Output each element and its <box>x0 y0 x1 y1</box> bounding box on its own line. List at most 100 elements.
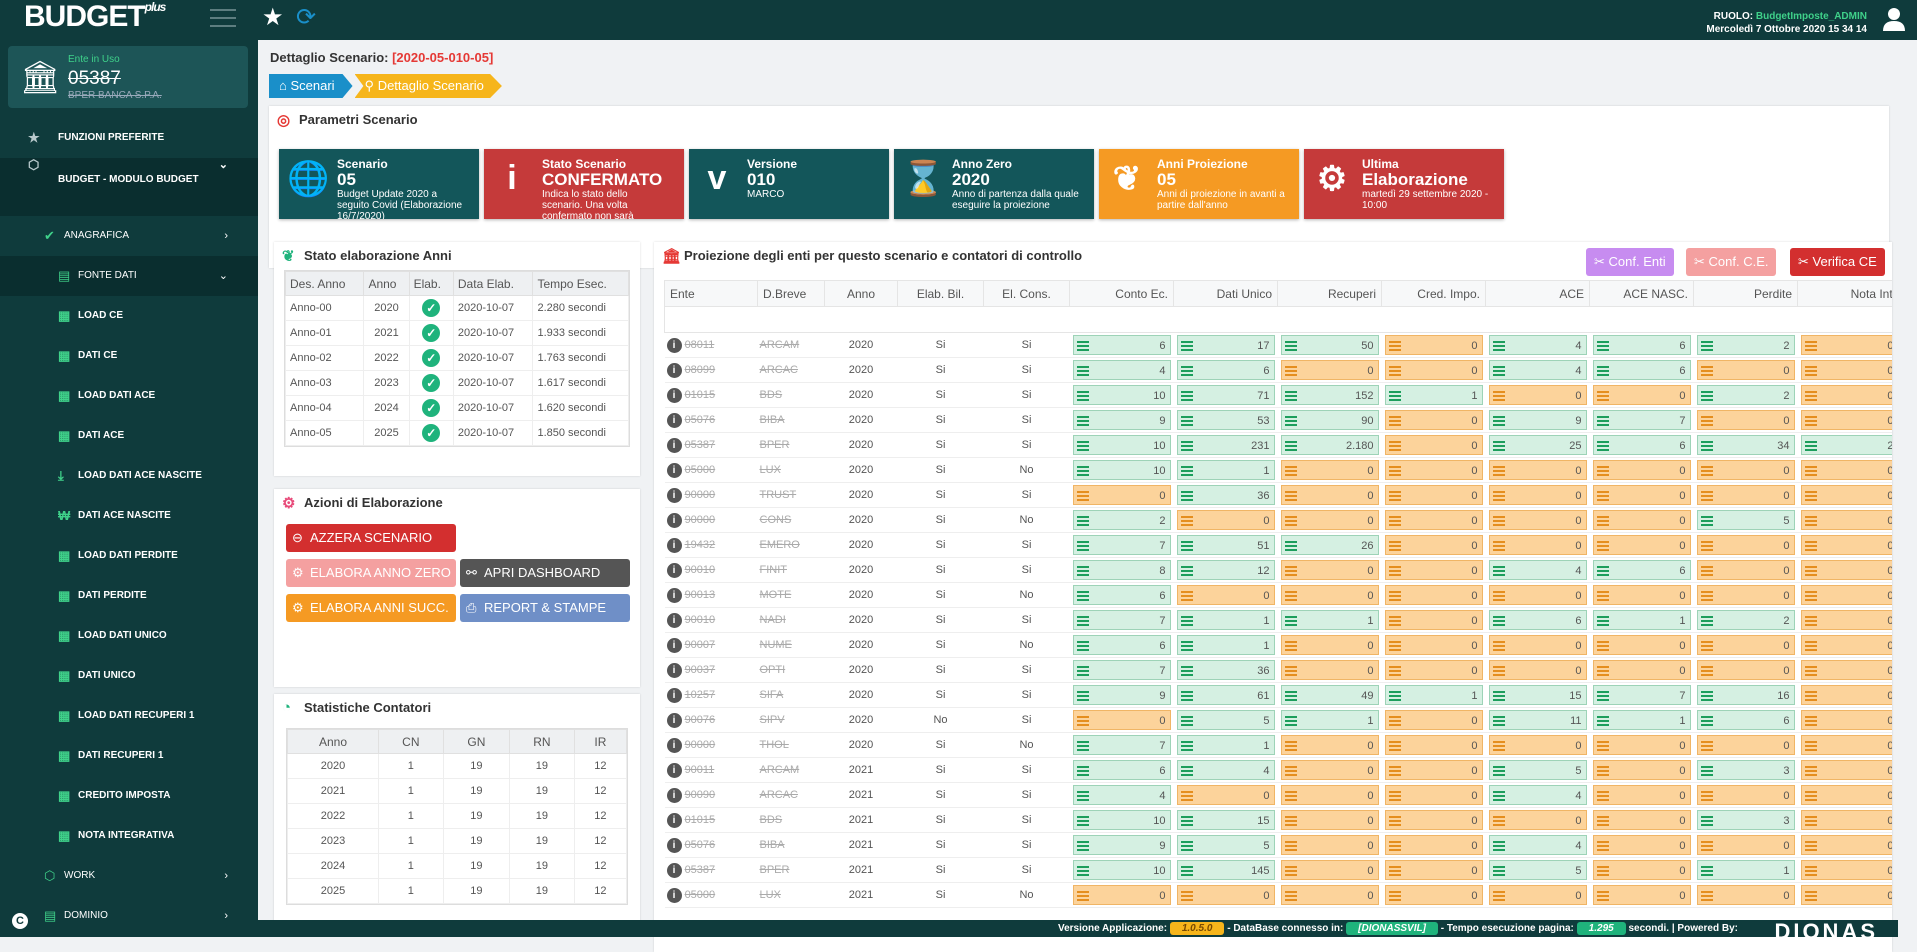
counter-cell[interactable]: 0 <box>1800 860 1892 880</box>
counter-cell[interactable]: 152 <box>1280 385 1379 405</box>
counter-cell[interactable]: 0 <box>1800 760 1892 780</box>
counter-cell[interactable]: 7 <box>1592 685 1691 705</box>
info-icon[interactable]: i <box>666 487 682 503</box>
counter-cell[interactable]: 0 <box>1800 810 1892 830</box>
counter-cell[interactable]: 5 <box>1176 835 1275 855</box>
counter-cell[interactable]: 34 <box>1696 435 1795 455</box>
sidebar-item-anagrafica[interactable]: ✔ ANAGRAFICA › <box>0 216 258 256</box>
counter-cell[interactable]: 0 <box>1696 585 1795 605</box>
info-icon[interactable]: i <box>666 462 682 478</box>
counter-cell[interactable]: 0 <box>1800 385 1892 405</box>
counter-cell[interactable]: 0 <box>1384 610 1483 630</box>
counter-cell[interactable]: 51 <box>1176 535 1275 555</box>
counter-cell[interactable]: 0 <box>1696 460 1795 480</box>
c-icon[interactable]: C <box>12 913 28 929</box>
info-icon[interactable]: i <box>666 437 682 453</box>
counter-cell[interactable]: 0 <box>1800 610 1892 630</box>
counter-cell[interactable]: 6 <box>1176 360 1275 380</box>
counter-cell[interactable]: 1 <box>1176 460 1275 480</box>
counter-cell[interactable]: 6 <box>1696 710 1795 730</box>
counter-cell[interactable]: 0 <box>1488 810 1587 830</box>
counter-cell[interactable]: 4 <box>1072 360 1171 380</box>
table-row[interactable]: i 90000 TRUST 2020 Si Si 0 36 0 0 0 0 0 0 <box>664 482 1892 508</box>
table-row[interactable]: i 08099 ARCAC 2020 Si Si 4 6 0 0 4 6 0 0 <box>664 357 1892 383</box>
counter-cell[interactable]: 9 <box>1072 685 1171 705</box>
counter-cell[interactable]: 0 <box>1488 535 1587 555</box>
counter-cell[interactable]: 1 <box>1384 685 1483 705</box>
counter-cell[interactable]: 1 <box>1176 735 1275 755</box>
counter-cell[interactable]: 36 <box>1176 485 1275 505</box>
counter-cell[interactable]: 1 <box>1280 610 1379 630</box>
counter-cell[interactable]: 0 <box>1384 485 1483 505</box>
info-icon[interactable]: i <box>666 337 682 353</box>
column-header[interactable]: Dati Unico <box>1173 280 1278 307</box>
counter-cell[interactable]: 0 <box>1280 735 1379 755</box>
info-icon[interactable]: i <box>666 537 682 553</box>
info-icon[interactable]: i <box>666 712 682 728</box>
counter-cell[interactable]: 0 <box>1176 585 1275 605</box>
counter-cell[interactable]: 7 <box>1072 535 1171 555</box>
sidebar-item-dati-unico[interactable]: ▦ DATI UNICO <box>0 656 258 696</box>
counter-cell[interactable]: 5 <box>1696 510 1795 530</box>
sidebar-item-dati-ce[interactable]: ▦ DATI CE <box>0 336 258 376</box>
counter-cell[interactable]: 0 <box>1384 710 1483 730</box>
counter-cell[interactable]: 1 <box>1280 710 1379 730</box>
counter-cell[interactable]: 6 <box>1072 335 1171 355</box>
column-header[interactable]: Anno <box>287 729 379 754</box>
counter-cell[interactable]: 9 <box>1072 835 1171 855</box>
table-row[interactable]: i 90013 MOTE 2020 Si No 6 0 0 0 0 0 0 0 <box>664 582 1892 608</box>
sidebar-item-load-ce[interactable]: ▦ LOAD CE <box>0 296 258 336</box>
counter-cell[interactable]: 0 <box>1488 885 1587 905</box>
counter-cell[interactable]: 6 <box>1072 635 1171 655</box>
counter-cell[interactable]: 1 <box>1696 860 1795 880</box>
apri-dashboard-button[interactable]: ⚯ APRI DASHBOARD <box>460 559 630 587</box>
column-header[interactable]: CN <box>377 729 444 754</box>
counter-cell[interactable]: 0 <box>1072 710 1171 730</box>
counter-cell[interactable]: 6 <box>1592 560 1691 580</box>
sidebar-item-load-dati-ace-nascite[interactable]: ⤓ LOAD DATI ACE NASCITE <box>0 456 258 496</box>
table-row[interactable]: i 05000 LUX 2020 Si No 10 1 0 0 0 0 0 0 <box>664 457 1892 483</box>
counter-cell[interactable]: 0 <box>1384 785 1483 805</box>
counter-cell[interactable]: 0 <box>1800 360 1892 380</box>
counter-cell[interactable]: 7 <box>1592 410 1691 430</box>
counter-cell[interactable]: 1 <box>1176 635 1275 655</box>
counter-cell[interactable]: 1 <box>1176 610 1275 630</box>
info-icon[interactable]: i <box>666 762 682 778</box>
counter-cell[interactable]: 0 <box>1696 485 1795 505</box>
column-header[interactable]: RN <box>509 729 575 754</box>
counter-cell[interactable]: 17 <box>1176 335 1275 355</box>
table-row[interactable]: i 90010 FINIT 2020 Si Si 8 12 0 0 4 6 0 0 <box>664 557 1892 583</box>
counter-cell[interactable]: 10 <box>1072 385 1171 405</box>
counter-cell[interactable]: 0 <box>1384 660 1483 680</box>
counter-cell[interactable]: 0 <box>1800 410 1892 430</box>
counter-cell[interactable]: 0 <box>1592 385 1691 405</box>
counter-cell[interactable]: 0 <box>1696 560 1795 580</box>
counter-cell[interactable]: 36 <box>1176 660 1275 680</box>
info-icon[interactable]: i <box>666 862 682 878</box>
table-row[interactable]: i 90010 NADI 2020 Si Si 7 1 1 0 6 1 2 0 <box>664 607 1892 633</box>
counter-cell[interactable]: 0 <box>1592 760 1691 780</box>
counter-cell[interactable]: 10 <box>1072 810 1171 830</box>
counter-cell[interactable]: 2.180 <box>1280 435 1379 455</box>
table-row[interactable]: i 05076 BIBA 2021 Si Si 9 5 0 0 4 0 0 0 <box>664 832 1892 858</box>
counter-cell[interactable]: 0 <box>1592 635 1691 655</box>
column-header[interactable]: El. Cons. <box>983 280 1070 307</box>
counter-cell[interactable]: 0 <box>1592 860 1691 880</box>
info-icon[interactable]: i <box>666 612 682 628</box>
counter-cell[interactable]: 0 <box>1800 785 1892 805</box>
counter-cell[interactable]: 0 <box>1592 785 1691 805</box>
counter-cell[interactable]: 0 <box>1384 535 1483 555</box>
user-icon[interactable] <box>1883 7 1905 31</box>
counter-cell[interactable]: 0 <box>1280 860 1379 880</box>
counter-cell[interactable]: 4 <box>1176 760 1275 780</box>
counter-cell[interactable]: 0 <box>1488 485 1587 505</box>
sidebar-item-credito-imposta[interactable]: ▦ CREDITO IMPOSTA <box>0 776 258 816</box>
info-icon[interactable]: i <box>666 787 682 803</box>
info-icon[interactable]: i <box>666 362 682 378</box>
counter-cell[interactable]: 0 <box>1800 735 1892 755</box>
counter-cell[interactable]: 0 <box>1384 560 1483 580</box>
counter-cell[interactable]: 25 <box>1488 435 1587 455</box>
counter-cell[interactable]: 0 <box>1800 585 1892 605</box>
counter-cell[interactable]: 9 <box>1072 410 1171 430</box>
info-icon[interactable]: i <box>666 662 682 678</box>
